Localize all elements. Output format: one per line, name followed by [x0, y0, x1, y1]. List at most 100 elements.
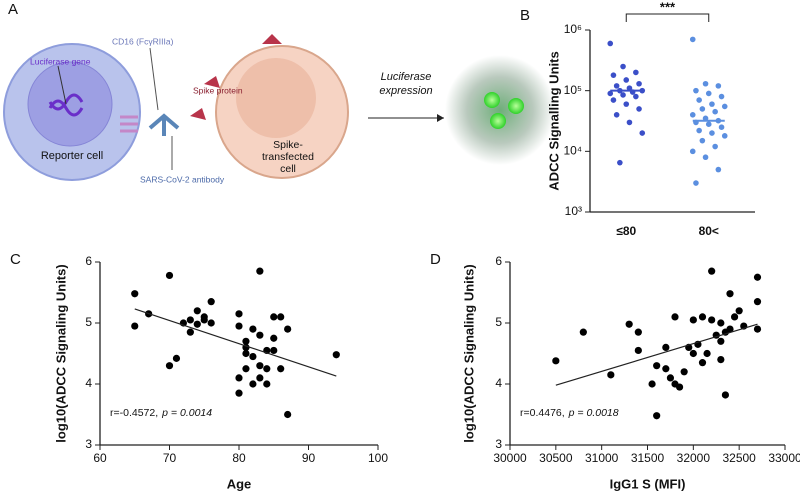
- point: [607, 40, 614, 47]
- point: [705, 121, 712, 128]
- point: [249, 325, 257, 333]
- point: [689, 112, 696, 118]
- nucleus: [27, 61, 113, 147]
- point: [715, 166, 722, 173]
- point: [671, 313, 679, 321]
- y-tick-label: 4: [85, 376, 92, 390]
- point: [709, 101, 715, 107]
- y-tick-label: 5: [495, 315, 502, 329]
- point: [639, 130, 646, 136]
- y-axis-label: log10(ADCC Signaling Units): [53, 264, 68, 442]
- point: [709, 130, 715, 136]
- point: [607, 90, 614, 97]
- y-tick-label: 3: [85, 437, 92, 451]
- fit-line: [134, 308, 337, 377]
- x-tick-label: 30500: [539, 451, 573, 465]
- point: [634, 346, 642, 355]
- antibody-icon: [148, 113, 180, 136]
- point: [696, 127, 702, 134]
- point: [626, 119, 633, 126]
- x-tick-label: 31000: [585, 451, 619, 465]
- annotation: r=0.4476, p = 0.0018: [520, 407, 619, 419]
- point: [256, 331, 264, 339]
- panel-label: C: [10, 251, 21, 268]
- label: Spike protein: [193, 85, 243, 95]
- point: [703, 349, 711, 358]
- light: [508, 98, 524, 114]
- point: [270, 334, 278, 342]
- point: [702, 154, 709, 161]
- significance-bracket: [625, 13, 710, 22]
- y-tick-label: 10⁶: [564, 22, 582, 36]
- point: [623, 101, 630, 107]
- point: [284, 410, 292, 419]
- y-tick-label: 10⁵: [564, 83, 582, 97]
- point: [332, 351, 340, 359]
- label: Reporter cell: [41, 150, 103, 162]
- y-tick-label: 4: [495, 376, 502, 390]
- point: [753, 273, 762, 281]
- label: Luciferase gene: [30, 56, 91, 66]
- x-tick-label: 70: [163, 451, 177, 465]
- point: [633, 69, 639, 76]
- spike-nucleus: [236, 58, 316, 138]
- point: [689, 36, 696, 43]
- point: [636, 106, 642, 112]
- point: [242, 349, 250, 358]
- point: [263, 365, 271, 373]
- point: [689, 349, 697, 358]
- y-tick-label: 3: [495, 437, 502, 451]
- light: [484, 92, 500, 108]
- point: [653, 412, 661, 420]
- point: [284, 325, 292, 333]
- point: [648, 380, 656, 388]
- point: [680, 368, 688, 376]
- y-tick-label: 6: [495, 254, 502, 268]
- point: [693, 180, 699, 186]
- point: [186, 328, 194, 336]
- y-axis-label: ADCC Signalling Units: [546, 51, 561, 190]
- stat: r=0.4476,: [520, 407, 565, 419]
- point: [242, 337, 250, 345]
- label: expression: [379, 85, 432, 97]
- y-tick-label: 6: [85, 254, 92, 268]
- point: [165, 362, 174, 370]
- point: [579, 328, 587, 336]
- point: [131, 290, 139, 298]
- point: [193, 320, 201, 328]
- label: cell: [280, 163, 296, 175]
- point: [698, 313, 707, 321]
- y-tick-label: 5: [85, 315, 92, 329]
- x-tick-label: 80: [232, 451, 246, 465]
- y-axis-label: log10(ADCC Signaling Units): [461, 264, 476, 442]
- point: [721, 103, 728, 110]
- point: [235, 310, 243, 318]
- annotation: r=-0.4572, p = 0.0014: [110, 407, 212, 419]
- x-tick-label: 32500: [722, 451, 756, 465]
- x-tick-label: 100: [368, 451, 388, 465]
- x-axis-label: IgG1 S (MFI): [610, 476, 686, 491]
- point: [689, 148, 696, 155]
- point: [131, 322, 139, 330]
- point: [626, 85, 633, 91]
- point: [249, 380, 257, 388]
- point: [186, 316, 194, 324]
- x-tick-label: ≤80: [616, 224, 636, 238]
- point: [705, 90, 712, 97]
- point: [613, 83, 620, 89]
- point: [730, 313, 739, 321]
- point: [235, 374, 243, 382]
- p-value: p = 0.0014: [161, 407, 212, 419]
- point: [235, 322, 243, 330]
- leader: [57, 65, 67, 105]
- point: [263, 380, 271, 388]
- point: [242, 365, 250, 373]
- point: [277, 365, 285, 373]
- point: [699, 106, 706, 112]
- x-tick-label: 31500: [631, 451, 665, 465]
- point: [620, 92, 626, 98]
- x-tick-label: 60: [93, 451, 107, 465]
- point: [610, 72, 617, 78]
- point: [552, 357, 560, 365]
